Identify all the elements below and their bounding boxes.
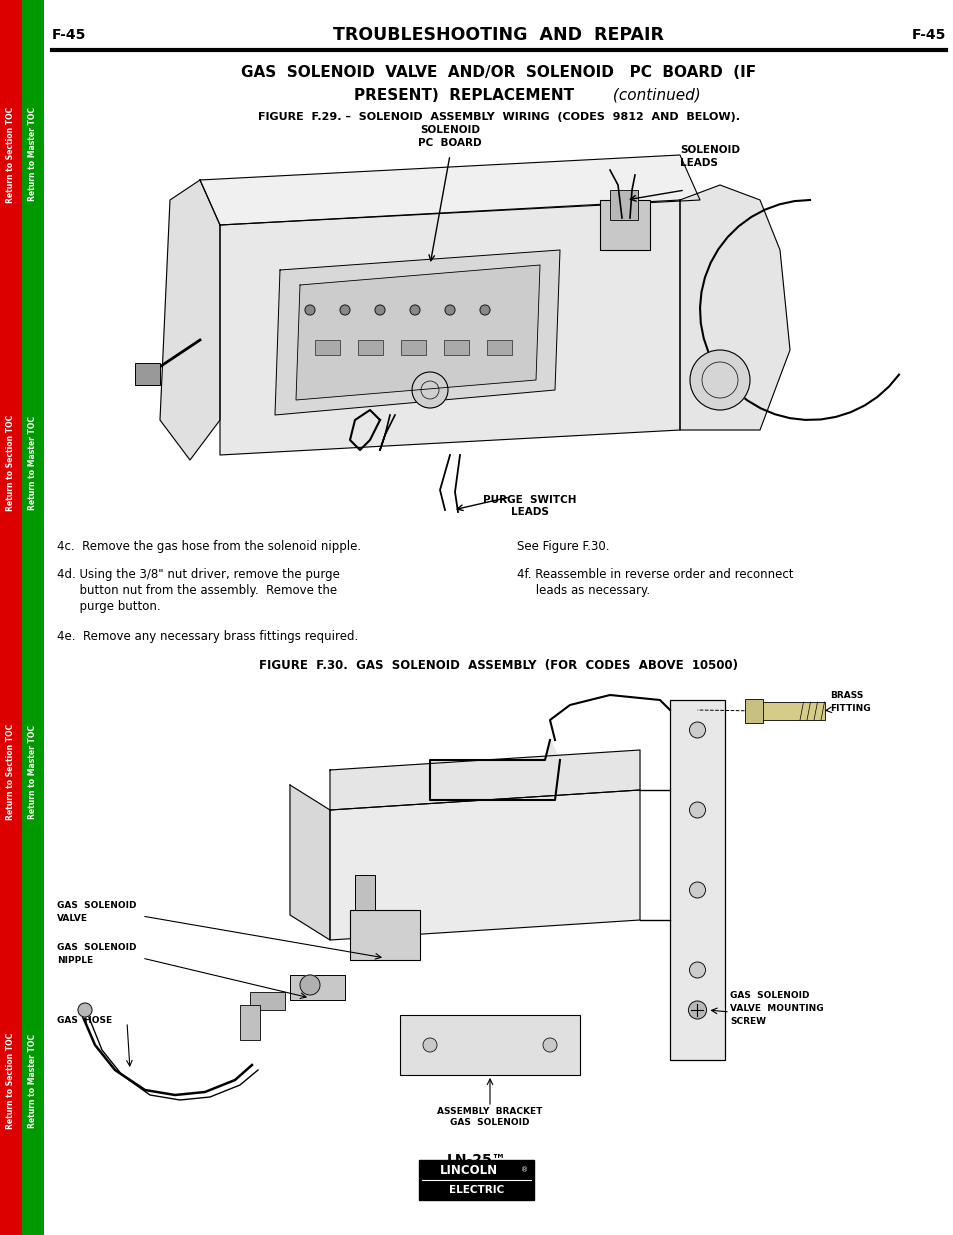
Bar — [290, 974, 345, 1000]
Polygon shape — [295, 266, 539, 400]
Bar — [443, 340, 469, 354]
Bar — [486, 340, 512, 354]
Text: Return to Master TOC: Return to Master TOC — [29, 416, 37, 510]
Circle shape — [78, 1003, 91, 1016]
Text: PRESENT)  REPLACEMENT: PRESENT) REPLACEMENT — [354, 88, 574, 103]
Bar — [250, 992, 285, 1010]
Circle shape — [375, 305, 385, 315]
Circle shape — [689, 962, 705, 978]
Text: GAS  SOLENOID  VALVE  AND/OR  SOLENOID   PC  BOARD  (IF: GAS SOLENOID VALVE AND/OR SOLENOID PC BO… — [241, 64, 756, 79]
Circle shape — [410, 305, 419, 315]
Text: SCREW: SCREW — [729, 1016, 765, 1026]
Bar — [599, 200, 649, 249]
Circle shape — [542, 1037, 557, 1052]
Bar — [135, 363, 160, 385]
Text: VALVE  MOUNTING: VALVE MOUNTING — [729, 1004, 822, 1013]
Text: F-45: F-45 — [52, 28, 87, 42]
Text: GAS  SOLENOID: GAS SOLENOID — [729, 990, 809, 1000]
Circle shape — [689, 722, 705, 739]
Text: (continued): (continued) — [607, 88, 700, 103]
Bar — [419, 1160, 534, 1200]
Text: FITTING: FITTING — [829, 704, 870, 713]
Text: Return to Section TOC: Return to Section TOC — [7, 724, 15, 820]
Text: SOLENOID: SOLENOID — [419, 125, 479, 135]
Text: PC  BOARD: PC BOARD — [417, 138, 481, 148]
Text: BRASS: BRASS — [829, 692, 862, 700]
Text: ASSEMBLY  BRACKET: ASSEMBLY BRACKET — [436, 1107, 542, 1116]
Circle shape — [412, 372, 448, 408]
Circle shape — [305, 305, 314, 315]
Text: ELECTRIC: ELECTRIC — [449, 1186, 504, 1195]
Bar — [0, 0, 22, 1235]
Text: purge button.: purge button. — [57, 600, 160, 613]
Text: GAS  SOLENOID: GAS SOLENOID — [57, 944, 136, 952]
Text: Return to Master TOC: Return to Master TOC — [29, 725, 37, 819]
Text: TROUBLESHOOTING  AND  REPAIR: TROUBLESHOOTING AND REPAIR — [334, 26, 664, 44]
Circle shape — [688, 1002, 706, 1019]
Polygon shape — [330, 750, 639, 810]
Bar — [355, 876, 375, 910]
Polygon shape — [274, 249, 559, 415]
Text: ®: ® — [520, 1167, 528, 1173]
Circle shape — [689, 350, 749, 410]
Circle shape — [299, 974, 319, 995]
Text: LINCOLN: LINCOLN — [439, 1163, 497, 1177]
Bar — [22, 0, 44, 1235]
Bar — [400, 340, 426, 354]
Polygon shape — [290, 785, 330, 940]
Bar — [760, 701, 824, 720]
Text: Return to Master TOC: Return to Master TOC — [29, 1034, 37, 1128]
Text: VALVE: VALVE — [57, 914, 88, 923]
Text: 4d. Using the 3/8" nut driver, remove the purge: 4d. Using the 3/8" nut driver, remove th… — [57, 568, 339, 580]
Circle shape — [479, 305, 490, 315]
Polygon shape — [679, 185, 789, 430]
Text: button nut from the assembly.  Remove the: button nut from the assembly. Remove the — [57, 584, 336, 597]
Polygon shape — [220, 200, 679, 454]
Text: Return to Master TOC: Return to Master TOC — [29, 107, 37, 201]
Text: 4f. Reassemble in reverse order and reconnect: 4f. Reassemble in reverse order and reco… — [517, 568, 793, 580]
Text: LEADS: LEADS — [679, 158, 717, 168]
Text: Return to Section TOC: Return to Section TOC — [7, 106, 15, 203]
Circle shape — [444, 305, 455, 315]
Text: GAS  SOLENOID: GAS SOLENOID — [450, 1118, 529, 1128]
Bar — [240, 1005, 260, 1040]
Bar — [314, 340, 339, 354]
Bar — [357, 340, 382, 354]
Text: Return to Section TOC: Return to Section TOC — [7, 1032, 15, 1129]
Text: Return to Section TOC: Return to Section TOC — [7, 415, 15, 511]
Circle shape — [339, 305, 350, 315]
Text: GAS  HOSE: GAS HOSE — [57, 1016, 112, 1025]
Text: See Figure F.30.: See Figure F.30. — [517, 540, 609, 553]
Bar — [399, 1015, 579, 1074]
Text: PURGE  SWITCH: PURGE SWITCH — [483, 495, 577, 505]
Bar — [744, 699, 762, 722]
Text: NIPPLE: NIPPLE — [57, 956, 93, 965]
Text: F-45: F-45 — [911, 28, 945, 42]
Text: 4c.  Remove the gas hose from the solenoid nipple.: 4c. Remove the gas hose from the solenoi… — [57, 540, 361, 553]
Polygon shape — [330, 790, 639, 940]
Text: FIGURE  F.29. –  SOLENOID  ASSEMBLY  WIRING  (CODES  9812  AND  BELOW).: FIGURE F.29. – SOLENOID ASSEMBLY WIRING … — [257, 112, 740, 122]
Text: FIGURE  F.30.  GAS  SOLENOID  ASSEMBLY  (FOR  CODES  ABOVE  10500): FIGURE F.30. GAS SOLENOID ASSEMBLY (FOR … — [259, 658, 738, 672]
Text: SOLENOID: SOLENOID — [679, 144, 740, 156]
Text: leads as necessary.: leads as necessary. — [517, 584, 649, 597]
Circle shape — [422, 1037, 436, 1052]
Circle shape — [689, 882, 705, 898]
Polygon shape — [200, 156, 700, 225]
Circle shape — [689, 802, 705, 818]
Bar — [609, 190, 638, 220]
Polygon shape — [160, 180, 220, 459]
Bar — [669, 700, 724, 1060]
Bar — [350, 910, 419, 960]
Text: LN-25™: LN-25™ — [447, 1153, 506, 1167]
Text: GAS  SOLENOID: GAS SOLENOID — [57, 902, 136, 910]
Text: LEADS: LEADS — [511, 508, 548, 517]
Text: 4e.  Remove any necessary brass fittings required.: 4e. Remove any necessary brass fittings … — [57, 630, 358, 643]
Polygon shape — [430, 740, 559, 800]
